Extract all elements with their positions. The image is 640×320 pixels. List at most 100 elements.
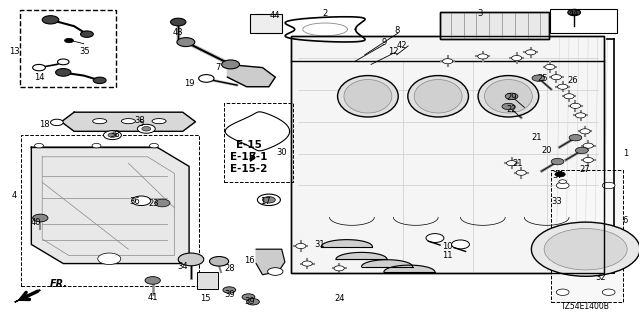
Circle shape [575,147,588,154]
Circle shape [551,75,561,80]
Text: 42: 42 [397,41,407,51]
Text: 37: 37 [552,172,563,180]
Bar [440,12,548,39]
Circle shape [531,222,640,276]
Text: 44: 44 [569,9,579,18]
Text: 3: 3 [477,9,483,18]
Circle shape [602,289,615,295]
Ellipse shape [152,119,166,124]
Text: E-15-2: E-15-2 [230,164,267,174]
Circle shape [575,113,586,118]
Circle shape [602,182,615,189]
Text: 22: 22 [506,105,517,114]
Bar [197,272,218,289]
Text: 5: 5 [139,119,144,128]
Circle shape [221,60,239,69]
Bar [291,36,604,273]
Text: 39: 39 [244,297,255,306]
Text: 6: 6 [623,216,628,225]
Text: 23: 23 [148,198,159,207]
Circle shape [145,276,161,284]
Bar [250,14,282,33]
Text: 9: 9 [381,38,387,47]
Circle shape [65,38,74,43]
Text: 26: 26 [567,76,577,85]
Circle shape [544,228,627,270]
Circle shape [257,194,280,205]
Text: 38: 38 [109,130,120,139]
Text: 32: 32 [596,273,606,282]
Circle shape [443,59,453,64]
Ellipse shape [122,119,136,124]
Circle shape [33,64,45,71]
Text: 36: 36 [129,197,140,206]
Bar [291,36,604,273]
Text: 18: 18 [39,120,49,130]
Circle shape [150,143,159,148]
Circle shape [568,9,580,16]
Text: 41: 41 [147,293,158,302]
Text: 2: 2 [323,9,328,18]
Circle shape [58,59,69,65]
Text: 10: 10 [442,242,453,251]
Bar [550,9,617,33]
Circle shape [557,84,568,89]
Text: FR.: FR. [50,279,68,289]
Bar [20,10,116,87]
Circle shape [155,199,170,207]
Circle shape [452,240,469,249]
Circle shape [268,268,283,275]
Polygon shape [321,240,372,247]
Text: 43: 43 [173,28,184,37]
Circle shape [108,133,117,137]
Text: 30: 30 [276,148,287,156]
Ellipse shape [93,119,107,124]
Circle shape [56,68,71,76]
Text: 31: 31 [315,240,325,249]
Circle shape [477,54,488,59]
Circle shape [556,182,569,189]
Text: 24: 24 [334,294,344,303]
Circle shape [583,157,593,163]
Text: 40: 40 [31,218,41,227]
Text: 13: 13 [10,47,20,56]
Circle shape [178,253,204,266]
Polygon shape [362,260,413,267]
Bar [224,103,293,182]
Ellipse shape [337,76,398,117]
Text: 16: 16 [244,256,255,265]
Circle shape [502,103,515,110]
Text: 27: 27 [580,165,590,174]
Ellipse shape [408,76,468,117]
Text: 11: 11 [442,251,453,260]
Circle shape [296,244,306,249]
Circle shape [302,261,312,266]
Text: 19: 19 [184,79,195,88]
Circle shape [525,50,536,55]
Bar [21,134,198,286]
Text: 12: 12 [388,47,399,56]
Circle shape [532,75,545,81]
Text: 21: 21 [532,133,542,142]
Circle shape [51,119,63,125]
Circle shape [246,299,259,305]
Text: 4: 4 [12,190,17,200]
Circle shape [580,129,590,134]
Text: 8: 8 [394,27,399,36]
Circle shape [551,158,564,165]
Circle shape [564,94,574,99]
Circle shape [132,196,151,205]
Text: 21: 21 [513,159,524,168]
Circle shape [142,126,151,131]
Circle shape [92,143,101,148]
Text: E-15-1: E-15-1 [230,152,267,162]
Circle shape [42,16,59,24]
Text: 28: 28 [224,264,235,273]
Text: 29: 29 [506,93,517,102]
Text: 20: 20 [541,146,552,155]
Circle shape [559,180,566,184]
Bar [440,12,548,39]
Circle shape [81,31,93,37]
Text: 44: 44 [270,12,280,20]
Text: 38: 38 [134,116,145,125]
